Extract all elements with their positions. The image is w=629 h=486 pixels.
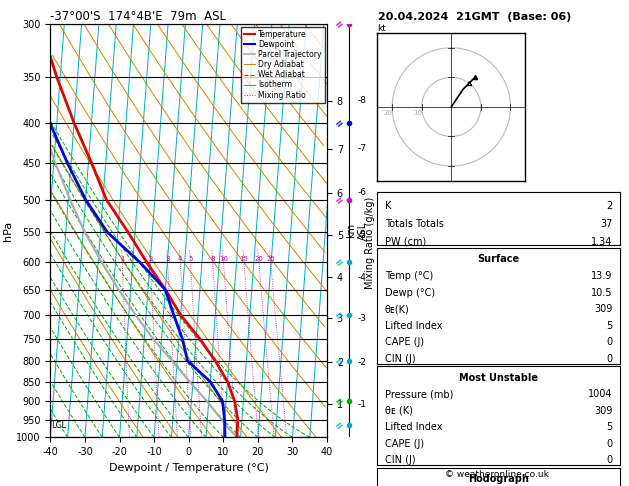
- Text: 5: 5: [188, 256, 192, 262]
- Text: Lifted Index: Lifted Index: [385, 422, 442, 432]
- Text: ≡: ≡: [333, 419, 346, 432]
- Text: CAPE (J): CAPE (J): [385, 337, 424, 347]
- Text: -6: -6: [357, 188, 366, 197]
- Text: θᴇ(K): θᴇ(K): [385, 304, 409, 314]
- X-axis label: Dewpoint / Temperature (°C): Dewpoint / Temperature (°C): [109, 463, 269, 473]
- Text: 1.34: 1.34: [591, 237, 612, 246]
- Text: ≡: ≡: [333, 18, 346, 31]
- Text: 0: 0: [606, 337, 612, 347]
- Text: 10: 10: [219, 256, 228, 262]
- Text: kt: kt: [377, 24, 386, 33]
- Text: 0: 0: [606, 455, 612, 465]
- Text: 5: 5: [606, 422, 612, 432]
- Text: PW (cm): PW (cm): [385, 237, 426, 246]
- Text: 20: 20: [254, 256, 264, 262]
- Text: 309: 309: [594, 304, 612, 314]
- Text: 37: 37: [600, 219, 612, 229]
- Text: ≡: ≡: [333, 354, 346, 367]
- Text: -5: -5: [357, 231, 366, 240]
- Text: Totals Totals: Totals Totals: [385, 219, 443, 229]
- Text: ≡: ≡: [333, 395, 346, 408]
- Text: Lifted Index: Lifted Index: [385, 321, 442, 330]
- Text: LCL: LCL: [52, 421, 67, 430]
- Text: -7: -7: [357, 144, 366, 153]
- Text: 1004: 1004: [587, 389, 612, 399]
- Text: 0: 0: [606, 439, 612, 449]
- Legend: Temperature, Dewpoint, Parcel Trajectory, Dry Adiabat, Wet Adiabat, Isotherm, Mi: Temperature, Dewpoint, Parcel Trajectory…: [241, 27, 325, 103]
- Text: ≡: ≡: [333, 256, 346, 269]
- Y-axis label: hPa: hPa: [3, 221, 13, 241]
- Text: 10: 10: [413, 110, 422, 116]
- Y-axis label: km
ASL: km ASL: [346, 222, 367, 240]
- Text: 13.9: 13.9: [591, 271, 612, 281]
- Text: 309: 309: [594, 406, 612, 416]
- Text: 0: 0: [606, 354, 612, 364]
- Text: ≡: ≡: [333, 117, 346, 129]
- Text: -1: -1: [357, 400, 366, 409]
- Text: Mixing Ratio (g/kg): Mixing Ratio (g/kg): [365, 197, 375, 289]
- Text: CAPE (J): CAPE (J): [385, 439, 424, 449]
- Text: -3: -3: [357, 314, 366, 323]
- Text: -2: -2: [357, 358, 366, 366]
- Text: Most Unstable: Most Unstable: [459, 373, 538, 382]
- Text: θᴇ (K): θᴇ (K): [385, 406, 413, 416]
- Text: Hodograph: Hodograph: [468, 474, 529, 484]
- Text: 20.04.2024  21GMT  (Base: 06): 20.04.2024 21GMT (Base: 06): [378, 12, 572, 22]
- Text: CIN (J): CIN (J): [385, 455, 415, 465]
- Text: -37°00'S  174°4B'E  79m  ASL: -37°00'S 174°4B'E 79m ASL: [50, 10, 226, 23]
- Text: 20: 20: [383, 110, 392, 116]
- Text: 15: 15: [240, 256, 248, 262]
- Text: Pressure (mb): Pressure (mb): [385, 389, 453, 399]
- Text: 10.5: 10.5: [591, 288, 612, 297]
- Text: 1: 1: [120, 256, 125, 262]
- Text: 8: 8: [210, 256, 215, 262]
- Text: -4: -4: [357, 273, 366, 282]
- Text: 5: 5: [606, 321, 612, 330]
- Text: Dewp (°C): Dewp (°C): [385, 288, 435, 297]
- Text: ≡: ≡: [333, 193, 346, 206]
- Text: 2: 2: [606, 201, 612, 211]
- Text: ≡: ≡: [333, 309, 346, 321]
- Text: © weatheronline.co.uk: © weatheronline.co.uk: [445, 469, 549, 479]
- Text: Surface: Surface: [477, 255, 520, 264]
- Text: K: K: [385, 201, 391, 211]
- Text: Temp (°C): Temp (°C): [385, 271, 433, 281]
- Text: 2: 2: [148, 256, 152, 262]
- Text: 4: 4: [178, 256, 182, 262]
- Text: CIN (J): CIN (J): [385, 354, 415, 364]
- Text: 3: 3: [165, 256, 170, 262]
- Text: 25: 25: [266, 256, 275, 262]
- Text: -8: -8: [357, 96, 366, 105]
